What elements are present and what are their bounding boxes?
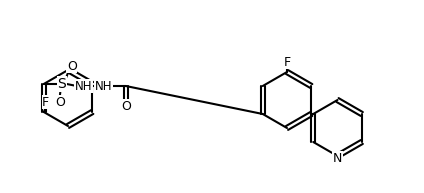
Text: N: N <box>333 152 342 164</box>
Text: S: S <box>57 77 66 91</box>
Text: NH: NH <box>95 80 112 92</box>
Text: O: O <box>121 100 131 113</box>
Text: F: F <box>42 96 49 108</box>
Text: NH: NH <box>75 80 92 92</box>
Text: O: O <box>55 96 65 108</box>
Text: O: O <box>67 59 77 73</box>
Text: F: F <box>283 56 290 69</box>
